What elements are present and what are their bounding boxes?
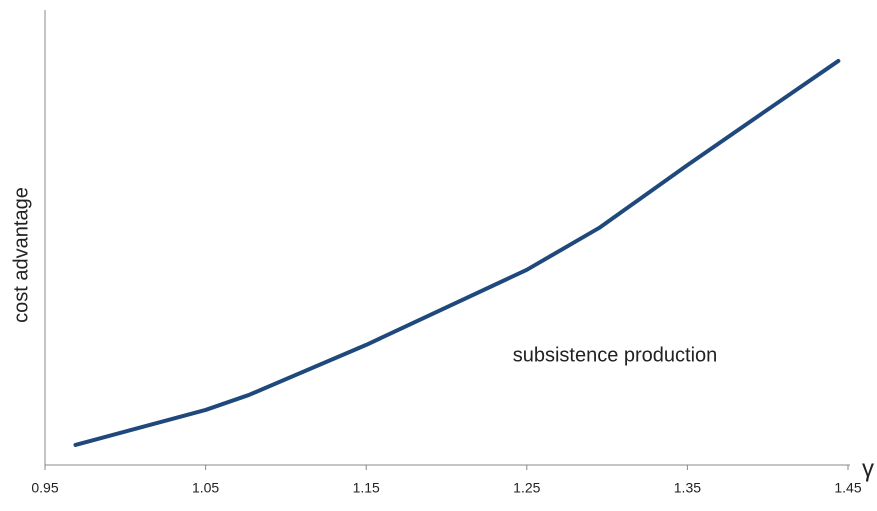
annotation: subsistence production: [513, 344, 718, 366]
x-tick-label: 1.15: [353, 480, 380, 496]
x-tick-label: 0.95: [31, 480, 58, 496]
x-tick-label: 1.25: [513, 480, 540, 496]
x-tick-label: 1.05: [192, 480, 219, 496]
y-axis-label: cost advantage: [10, 187, 32, 323]
x-tick-label: 1.45: [834, 480, 861, 496]
line: [73, 58, 841, 447]
x-tick-label: 1.35: [674, 480, 701, 496]
x-axis-label: γ: [862, 455, 874, 482]
